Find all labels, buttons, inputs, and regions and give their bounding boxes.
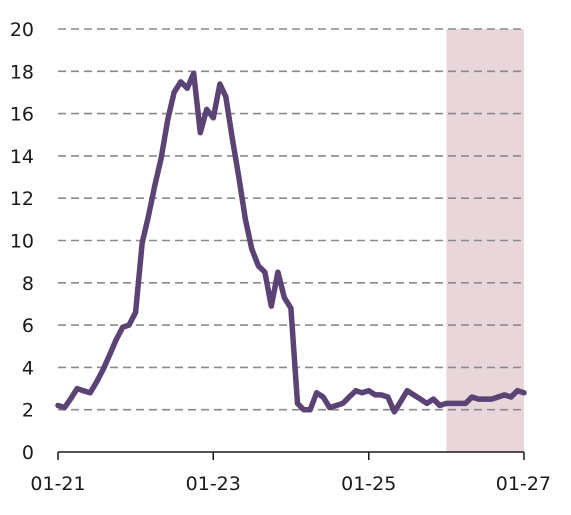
data-point (242, 216, 248, 222)
x-tick-label: 01-27 (496, 473, 551, 495)
data-point (398, 398, 404, 404)
data-point (482, 396, 488, 402)
data-point (495, 394, 501, 400)
data-point (249, 246, 255, 252)
data-point (475, 396, 481, 402)
data-point (411, 392, 417, 398)
x-tick-label: 01-23 (186, 473, 241, 495)
data-point (463, 400, 469, 406)
data-point (55, 402, 61, 408)
data-point (275, 269, 281, 275)
data-point (488, 396, 494, 402)
y-tick-label: 6 (22, 315, 34, 337)
data-point (236, 174, 242, 180)
data-point (158, 155, 164, 161)
data-point (514, 388, 520, 394)
data-point (469, 394, 475, 400)
data-point (93, 379, 99, 385)
data-point (404, 388, 410, 394)
data-point (223, 94, 229, 100)
data-point (508, 394, 514, 400)
y-tick-label: 4 (22, 357, 34, 379)
x-tick-label: 01-25 (341, 473, 396, 495)
data-point (320, 394, 326, 400)
series-points (55, 70, 527, 415)
data-point (378, 392, 384, 398)
data-point (430, 396, 436, 402)
data-point (372, 392, 378, 398)
data-point (424, 400, 430, 406)
data-point (417, 396, 423, 402)
data-point (450, 400, 456, 406)
data-point (333, 402, 339, 408)
y-tick-label: 20 (10, 19, 34, 41)
y-tick-label: 8 (22, 273, 34, 295)
data-point (81, 388, 87, 394)
data-point (139, 240, 145, 246)
y-tick-label: 2 (22, 400, 34, 422)
data-point (340, 400, 346, 406)
data-point (204, 106, 210, 112)
data-point (210, 115, 216, 121)
y-tick-label: 0 (22, 442, 34, 464)
data-point (133, 309, 139, 315)
data-point (353, 388, 359, 394)
data-point (145, 214, 151, 220)
y-tick-label: 18 (10, 61, 34, 83)
data-point (152, 183, 158, 189)
data-point (126, 322, 132, 328)
data-point (165, 117, 171, 123)
data-point (327, 405, 333, 411)
data-point (288, 305, 294, 311)
data-point (255, 263, 261, 269)
data-point (217, 81, 223, 87)
y-tick-label: 16 (10, 104, 34, 126)
data-point (62, 405, 68, 411)
data-point (391, 409, 397, 415)
x-tick-label: 01-21 (30, 473, 85, 495)
data-point (268, 303, 274, 309)
data-point (314, 390, 320, 396)
data-point (184, 85, 190, 91)
data-point (171, 89, 177, 95)
data-point (346, 394, 352, 400)
y-tick-label: 10 (10, 231, 34, 253)
data-point (197, 130, 203, 136)
data-point (107, 352, 113, 358)
y-tick-label: 12 (10, 188, 34, 210)
data-point (521, 390, 527, 396)
data-point (68, 396, 74, 402)
data-point (87, 390, 93, 396)
data-point (74, 386, 80, 392)
forecast-shading (446, 29, 524, 452)
y-tick-label: 14 (10, 146, 34, 168)
data-point (178, 79, 184, 85)
x-axis-ticks: 01-21 01-23 01-25 01-27 (30, 452, 551, 495)
data-point (359, 390, 365, 396)
data-point (191, 70, 197, 76)
data-point (307, 407, 313, 413)
data-point (113, 337, 119, 343)
data-point (281, 295, 287, 301)
data-point (294, 400, 300, 406)
y-axis-ticks: 0 2 4 6 8 10 12 14 16 18 20 (10, 19, 34, 464)
data-point (120, 324, 126, 330)
data-point (262, 269, 268, 275)
data-point (100, 367, 106, 373)
data-point (437, 402, 443, 408)
data-point (456, 400, 462, 406)
data-point (301, 407, 307, 413)
data-point (443, 400, 449, 406)
data-point (501, 392, 507, 398)
data-point (385, 394, 391, 400)
data-point (366, 388, 372, 394)
data-point (229, 136, 235, 142)
